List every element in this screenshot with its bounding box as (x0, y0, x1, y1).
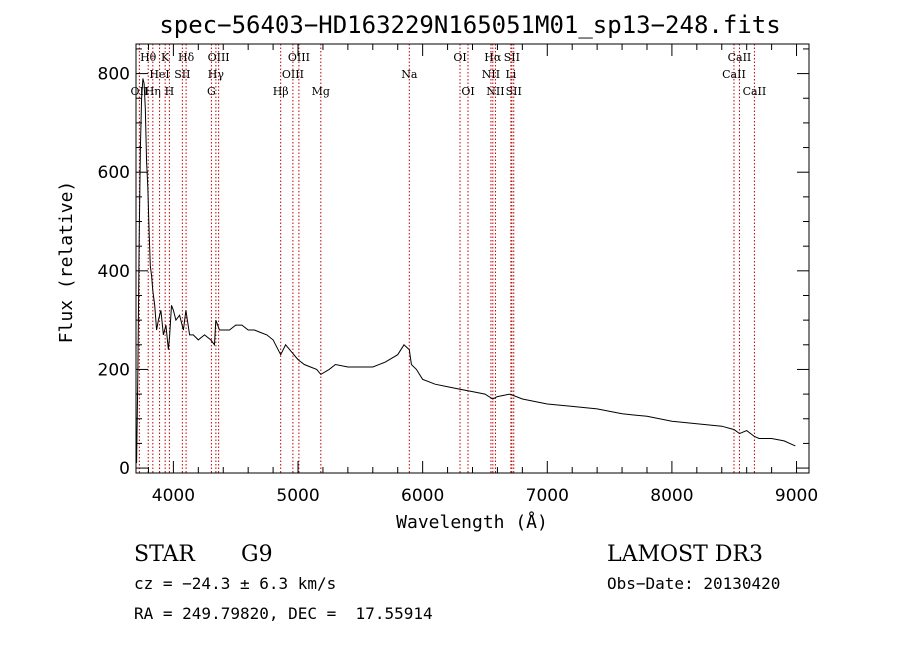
line-marker-label: NII (482, 68, 500, 81)
line-marker-group (138, 44, 755, 473)
line-marker-label: OI (461, 85, 474, 98)
redshift-value: cz = −24.3 ± 6.3 km/s (134, 574, 336, 593)
line-marker-label: K (161, 51, 170, 64)
line-marker-label: H (165, 85, 175, 98)
y-tick-label: 800 (98, 65, 130, 85)
line-marker-label: CaII (728, 51, 752, 64)
line-marker-label: SII (174, 68, 190, 81)
y-tick-label: 0 (119, 459, 130, 479)
x-tick-label: 8000 (650, 486, 693, 506)
line-marker-label: SII (504, 51, 520, 64)
line-marker-label: OI (453, 51, 466, 64)
line-marker-label: HeI (149, 68, 169, 81)
x-axis-label: Wavelength (Å) (396, 511, 548, 533)
observation-date: Obs−Date: 20130420 (607, 574, 780, 593)
plot-frame (135, 43, 810, 474)
spectrum-series-line (136, 78, 796, 464)
y-axis: 0 200 400 600 800 (98, 48, 809, 479)
line-marker-label: CaII (743, 85, 767, 98)
line-marker-label: SII (506, 85, 522, 98)
survey-name: LAMOST DR3 (607, 542, 763, 567)
x-tick-label: 6000 (401, 486, 444, 506)
y-tick-label: 600 (98, 163, 130, 183)
line-marker-label: OIII (208, 51, 230, 64)
line-marker-label: OII (131, 85, 149, 98)
sky-coordinates: RA = 249.79820, DEC = 17.55914 (134, 604, 433, 623)
line-marker-label: Hθ (140, 51, 157, 64)
x-tick-label: 9000 (775, 486, 818, 506)
object-subclass: G9 (241, 542, 273, 567)
line-marker-label-group: OII Hθ Hη HeI K H SII Hδ G Hγ OIII Hβ OIII OIII Mg Na OI… (131, 51, 767, 98)
object-class: STAR (134, 542, 196, 567)
y-tick-label: 400 (98, 262, 130, 282)
chart-title: spec−56403−HD163229N165051M01_sp13−248.f… (159, 11, 780, 39)
x-tick-label: 5000 (276, 486, 319, 506)
y-axis-label: Flux (relative) (56, 181, 77, 344)
line-marker-label: Hα (484, 51, 502, 64)
x-axis: 4000 5000 6000 7000 8000 9000 (147, 44, 818, 506)
line-marker-label: Li (505, 68, 516, 81)
line-marker-label: NII (486, 85, 504, 98)
line-marker-label: Hγ (208, 68, 225, 81)
line-marker-label: OIII (282, 68, 304, 81)
line-marker-label: G (207, 85, 216, 98)
line-marker-label: Hη (145, 85, 161, 98)
y-tick-label: 200 (98, 360, 130, 380)
line-marker-label: Na (401, 68, 418, 81)
x-tick-label: 7000 (526, 486, 569, 506)
line-marker-label: OIII (288, 51, 310, 64)
line-marker-label: CaII (722, 68, 746, 81)
x-tick-label: 4000 (152, 486, 195, 506)
line-marker-label: Hδ (178, 51, 195, 64)
line-marker-label: Hβ (273, 85, 289, 98)
line-marker-label: Mg (312, 85, 330, 98)
